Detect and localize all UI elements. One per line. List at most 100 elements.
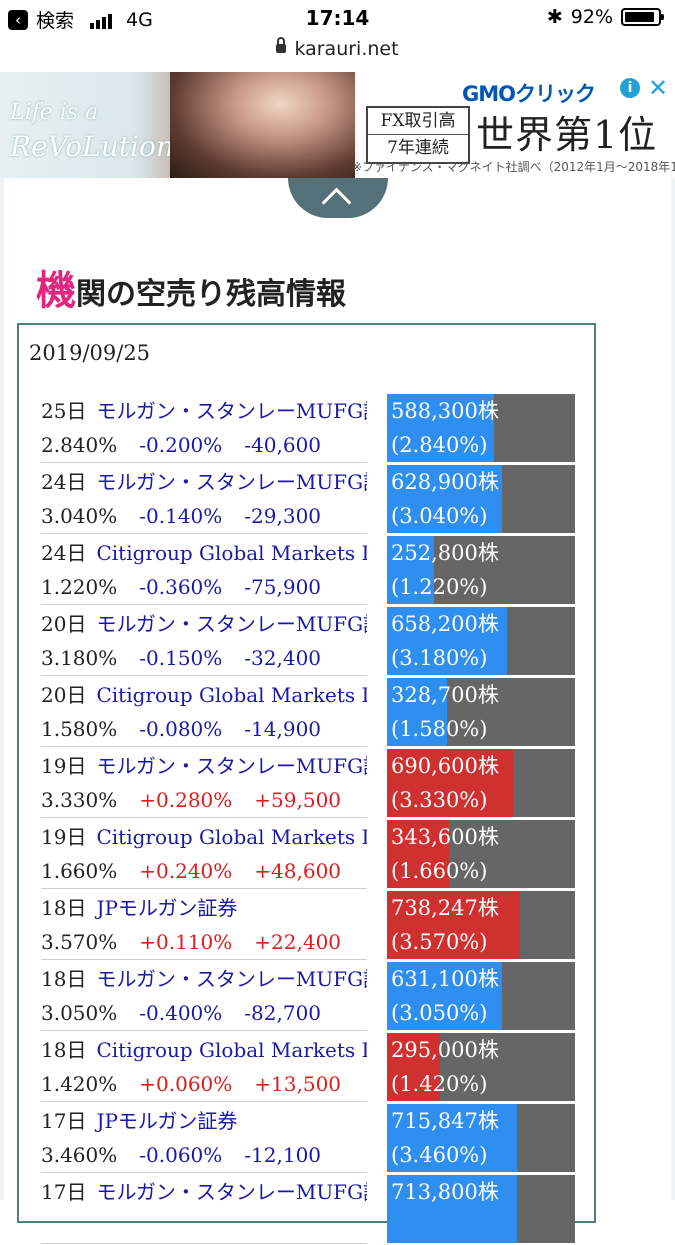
row-ratio-paren: (3.460%) xyxy=(391,1143,488,1167)
row-values: 1.420% +0.060% +13,500 xyxy=(41,1067,371,1101)
ad-fx-box: FX取引高 7年連続 xyxy=(366,106,470,164)
short-position-row[interactable]: 20日 Citigroup Global Markets Limited 1.580… xyxy=(41,678,575,748)
position-bar-fill xyxy=(387,891,521,959)
position-bar-fill xyxy=(387,820,450,888)
institution-link[interactable]: Citigroup Global Markets Limited xyxy=(96,683,367,707)
institution-link[interactable]: モルガン・スタンレーMUFG証券 xyxy=(96,612,367,636)
row-ratio-paren: (1.220%) xyxy=(391,575,488,599)
row-ratio: 2.840% xyxy=(41,433,118,457)
institution-link[interactable]: JPモルガン証券 xyxy=(96,896,238,920)
row-values: 3.050% -0.400% -82,700 xyxy=(41,996,371,1030)
row-ratio: 3.040% xyxy=(41,504,118,528)
network-type: 4G xyxy=(126,8,153,31)
row-ratio-paren: (1.420%) xyxy=(391,1072,488,1096)
ad-banner[interactable]: Life is a ReVoLution GMOクリック i ✕ FX取引高 7… xyxy=(0,72,675,178)
status-left: ‹ 検索 4G xyxy=(8,6,153,33)
battery-icon xyxy=(621,8,664,26)
institution-link[interactable]: Citigroup Global Markets Limited xyxy=(96,825,367,849)
institution-link[interactable]: モルガン・スタンレーMUFG証券 xyxy=(96,754,367,778)
position-bar-fill xyxy=(387,1033,440,1101)
collapse-ad-button[interactable] xyxy=(288,178,388,218)
row-diff: -32,400 xyxy=(244,646,322,670)
address-bar[interactable]: karauri.net xyxy=(0,37,675,68)
short-position-row[interactable]: 17日 JPモルガン証券 3.460% -0.060% -12,100 715,847株 (… xyxy=(41,1104,575,1174)
row-values: 1.580% -0.080% -14,900 xyxy=(41,712,371,746)
row-ratio: 1.580% xyxy=(41,717,118,741)
position-bar-fill xyxy=(387,536,434,604)
ad-note: ※ファイナンス・マグネイト社調べ（2012年1月〜2018年12月） xyxy=(352,160,675,174)
row-change: -0.140% xyxy=(139,504,223,528)
institution-link[interactable]: モルガン・スタンレーMUFG証券 xyxy=(96,1180,367,1204)
row-header: 20日 Citigroup Global Markets Limited xyxy=(41,678,367,712)
row-divider xyxy=(41,817,367,818)
institution-link[interactable]: Citigroup Global Markets Limited xyxy=(96,1038,367,1062)
back-to-search-label[interactable]: 検索 xyxy=(36,10,75,32)
row-divider xyxy=(41,533,367,534)
url-text[interactable]: karauri.net xyxy=(294,38,399,60)
position-bar-fill xyxy=(387,607,508,675)
back-arrow-icon[interactable]: ‹ xyxy=(8,9,28,30)
position-bar: 658,200株 (3.180%) xyxy=(387,607,575,675)
position-bar: 628,900株 (3.040%) xyxy=(387,465,575,533)
position-bar: 631,100株 (3.050%) xyxy=(387,962,575,1030)
row-day: 18日 xyxy=(41,1038,87,1062)
short-position-row[interactable]: 19日 Citigroup Global Markets Limited 1.660… xyxy=(41,820,575,890)
row-day: 18日 xyxy=(41,967,87,991)
institution-link[interactable]: モルガン・スタンレーMUFG証券 xyxy=(96,399,367,423)
ad-slogan-line2: ReVoLution xyxy=(10,130,174,163)
row-ratio: 3.460% xyxy=(41,1143,118,1167)
institution-link[interactable]: JPモルガン証券 xyxy=(96,1109,238,1133)
institution-link[interactable]: モルガン・スタンレーMUFG証券 xyxy=(96,967,367,991)
row-shares: 690,600株 xyxy=(391,754,499,778)
row-day: 24日 xyxy=(41,541,87,565)
row-change: +0.060% xyxy=(139,1072,233,1096)
row-header: 18日 Citigroup Global Markets Limited xyxy=(41,1033,367,1067)
ad-slogan-line1: Life is a xyxy=(10,100,99,125)
row-shares: 343,600株 xyxy=(391,825,499,849)
row-change: -0.200% xyxy=(139,433,223,457)
position-bar: 343,600株 (1.660%) xyxy=(387,820,575,888)
row-day: 20日 xyxy=(41,683,87,707)
position-bar-fill xyxy=(387,465,502,533)
ad-brand-logo: GMOクリック xyxy=(462,82,596,106)
row-header: 19日 Citigroup Global Markets Limited xyxy=(41,820,367,854)
page-title: 機関の空売り残高情報 xyxy=(36,258,346,316)
row-ratio: 1.420% xyxy=(41,1072,118,1096)
row-shares: 738,247株 xyxy=(391,896,499,920)
position-bar: 328,700株 (1.580%) xyxy=(387,678,575,746)
row-ratio: 3.570% xyxy=(41,930,118,954)
row-values: 3.180% -0.150% -32,400 xyxy=(41,641,371,675)
short-position-row[interactable]: 24日 Citigroup Global Markets Limited 1.220… xyxy=(41,536,575,606)
institution-link[interactable]: Citigroup Global Markets Limited xyxy=(96,541,367,565)
institution-link[interactable]: モルガン・スタンレーMUFG証券 xyxy=(96,470,367,494)
short-position-row[interactable]: 18日 JPモルガン証券 3.570% +0.110% +22,400 738,247株 (… xyxy=(41,891,575,961)
short-position-row[interactable]: 18日 Citigroup Global Markets Limited 1.420… xyxy=(41,1033,575,1103)
row-divider xyxy=(41,675,367,676)
row-diff: -12,100 xyxy=(244,1143,322,1167)
row-ratio-paren: (1.580%) xyxy=(391,717,488,741)
row-diff: -29,300 xyxy=(244,504,322,528)
row-change: +0.110% xyxy=(139,930,233,954)
row-shares: 588,300株 xyxy=(391,399,499,423)
row-values: 3.570% +0.110% +22,400 xyxy=(41,925,371,959)
row-ratio: 1.220% xyxy=(41,575,118,599)
row-ratio: 3.180% xyxy=(41,646,118,670)
ad-close-icon[interactable]: ✕ xyxy=(648,74,669,102)
ad-photo xyxy=(170,72,355,178)
ad-info-icon[interactable]: i xyxy=(620,78,640,98)
position-bar: 588,300株 (2.840%) xyxy=(387,394,575,462)
row-diff: -40,600 xyxy=(244,433,322,457)
row-shares: 713,800株 xyxy=(391,1180,499,1204)
battery-percent: 92% xyxy=(570,6,613,28)
position-bar: 252,800株 (1.220%) xyxy=(387,536,575,604)
row-ratio-paren: (3.040%) xyxy=(391,504,488,528)
